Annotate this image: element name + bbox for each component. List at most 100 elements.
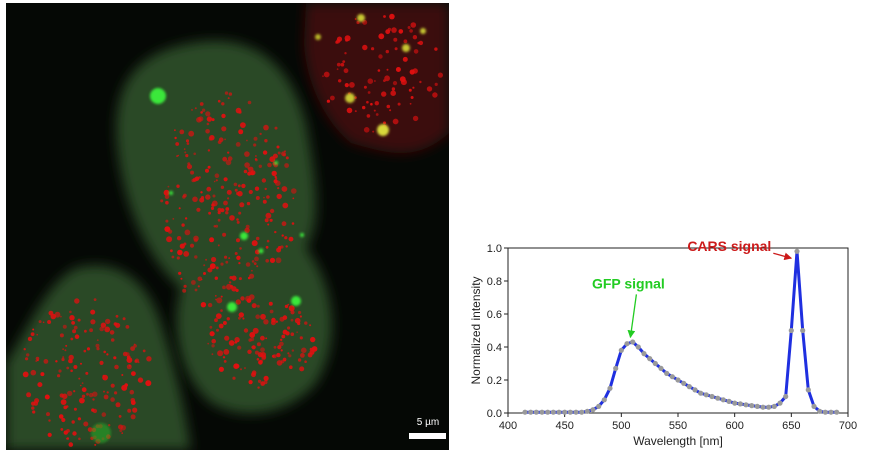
- red-speckle: [383, 121, 386, 125]
- annotation-label: GFP signal: [592, 275, 665, 291]
- red-speckle: [344, 35, 351, 42]
- red-speckle: [370, 102, 373, 106]
- red-speckle: [232, 376, 236, 380]
- red-speckle: [386, 104, 391, 109]
- red-speckle: [251, 345, 256, 350]
- red-speckle: [201, 108, 206, 112]
- red-speckle: [385, 49, 389, 54]
- red-speckle: [394, 47, 398, 51]
- red-speckle: [291, 349, 295, 352]
- red-speckle: [70, 337, 74, 341]
- red-speckle: [280, 245, 284, 249]
- red-speckle: [64, 349, 67, 352]
- red-speckle: [81, 382, 84, 384]
- red-speckle: [207, 149, 211, 152]
- red-speckle: [130, 414, 136, 420]
- red-speckle: [251, 269, 253, 272]
- red-speckle: [263, 319, 269, 325]
- red-speckle: [236, 220, 240, 224]
- cars-lipid-droplets: [22, 13, 443, 447]
- red-speckle: [193, 152, 196, 156]
- red-speckle: [206, 116, 213, 122]
- red-speckle: [263, 196, 265, 199]
- red-speckle: [403, 39, 408, 44]
- red-speckle: [249, 273, 255, 279]
- red-speckle: [340, 62, 345, 67]
- data-point: [579, 409, 585, 415]
- red-speckle: [294, 317, 301, 324]
- data-point: [658, 365, 664, 371]
- red-speckle: [42, 321, 45, 324]
- red-speckle: [251, 260, 255, 263]
- data-point: [567, 409, 573, 415]
- red-speckle: [224, 138, 227, 141]
- red-speckle: [183, 193, 187, 198]
- red-speckle: [209, 331, 215, 337]
- red-speckle: [247, 349, 252, 354]
- red-speckle: [215, 298, 217, 301]
- data-point: [828, 409, 834, 415]
- red-speckle: [254, 256, 259, 262]
- red-speckle: [223, 177, 228, 182]
- red-speckle: [276, 352, 281, 358]
- red-speckle: [184, 151, 187, 154]
- red-speckle: [215, 313, 222, 319]
- red-speckle: [79, 397, 85, 404]
- red-speckle: [276, 145, 280, 149]
- data-point: [698, 390, 704, 396]
- red-speckle: [260, 335, 265, 341]
- red-speckle: [290, 332, 295, 337]
- red-speckle: [184, 229, 191, 236]
- red-speckle: [247, 171, 252, 176]
- red-speckle: [196, 207, 201, 212]
- red-speckle: [80, 362, 82, 365]
- red-speckle: [410, 22, 417, 28]
- red-speckle: [177, 249, 183, 256]
- red-speckle: [73, 407, 77, 411]
- red-speckle: [269, 218, 273, 222]
- red-speckle: [279, 316, 285, 322]
- red-speckle: [251, 372, 256, 378]
- red-speckle: [270, 320, 276, 326]
- red-speckle: [227, 97, 230, 100]
- red-speckle: [256, 304, 260, 308]
- annotation-arrow: [627, 294, 638, 339]
- red-speckle: [178, 271, 182, 275]
- red-speckle: [275, 180, 281, 186]
- red-speckle: [65, 344, 68, 347]
- red-speckle: [371, 47, 375, 51]
- data-point: [743, 402, 749, 408]
- data-point: [720, 397, 726, 403]
- red-speckle: [61, 417, 66, 423]
- data-point: [550, 409, 556, 415]
- red-speckle: [265, 337, 268, 340]
- red-speckle: [191, 109, 193, 111]
- data-point: [562, 409, 568, 415]
- x-tick-label: 700: [839, 420, 857, 432]
- red-speckle: [26, 353, 30, 357]
- data-point: [533, 409, 539, 415]
- red-speckle: [304, 321, 308, 325]
- red-speckle: [61, 357, 65, 362]
- red-speckle: [106, 353, 109, 356]
- red-speckle: [253, 136, 258, 141]
- red-speckle: [47, 320, 52, 324]
- red-speckle: [227, 156, 233, 161]
- red-speckle: [233, 182, 238, 187]
- red-speckle: [175, 142, 180, 146]
- red-speckle: [366, 114, 371, 118]
- red-speckle: [214, 276, 218, 280]
- red-speckle: [300, 353, 305, 358]
- red-speckle: [110, 338, 115, 342]
- red-speckle: [255, 236, 260, 241]
- red-speckle: [200, 111, 203, 114]
- red-speckle: [113, 356, 117, 360]
- red-speckle: [228, 257, 231, 259]
- red-speckle: [218, 366, 224, 372]
- red-speckle: [289, 365, 293, 370]
- red-speckle: [186, 142, 190, 145]
- red-speckle: [65, 405, 69, 408]
- red-speckle: [37, 382, 43, 388]
- red-speckle: [354, 18, 357, 20]
- red-speckle: [220, 295, 223, 298]
